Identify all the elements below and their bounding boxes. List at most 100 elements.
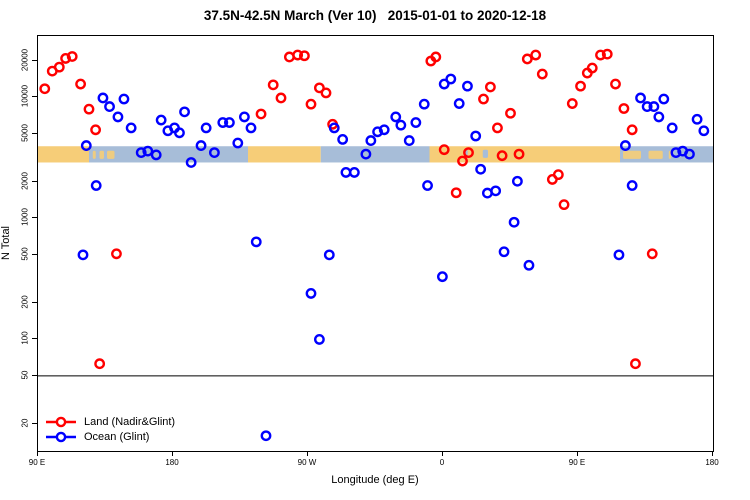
map-band-ocean bbox=[320, 146, 430, 163]
ocean-data-point bbox=[142, 145, 154, 157]
y-tick-label: 20 bbox=[20, 418, 30, 428]
y-axis-label: N Total bbox=[0, 225, 12, 261]
ocean-data-point bbox=[658, 93, 670, 105]
land-data-point bbox=[626, 124, 638, 136]
ocean-data-point bbox=[498, 246, 510, 258]
land-data-point bbox=[430, 51, 442, 63]
land-data-point bbox=[601, 48, 613, 60]
y-tick-mark bbox=[32, 253, 37, 255]
ocean-data-point bbox=[174, 127, 185, 139]
y-tick-mark bbox=[32, 181, 37, 182]
x-tick-mark bbox=[37, 451, 38, 456]
x-tick-label: 90 E bbox=[568, 458, 586, 467]
ocean-data-point bbox=[238, 111, 250, 123]
x-axis-label: Longitude (deg E) bbox=[331, 474, 419, 486]
x-tick-mark bbox=[307, 451, 308, 456]
x-tick-mark bbox=[712, 451, 713, 456]
ocean-data-point bbox=[438, 78, 450, 90]
ocean-data-point bbox=[245, 122, 257, 134]
y-tick-mark bbox=[32, 423, 37, 424]
x-tick-mark bbox=[172, 451, 173, 456]
ocean-data-point bbox=[179, 106, 190, 118]
legend-marker-land bbox=[46, 416, 76, 427]
ocean-data-point bbox=[475, 163, 487, 175]
x-tick-mark bbox=[577, 451, 578, 456]
x-tick-mark bbox=[442, 451, 443, 456]
ocean-data-point bbox=[403, 135, 415, 146]
land-data-point bbox=[53, 61, 65, 73]
ocean-data-point bbox=[684, 148, 695, 160]
ocean-data-point bbox=[653, 111, 665, 123]
ocean-data-point bbox=[185, 157, 197, 168]
ocean-data-point bbox=[328, 122, 340, 134]
ocean-data-point bbox=[365, 135, 377, 146]
ocean-data-point bbox=[135, 147, 147, 158]
ocean-data-point bbox=[508, 216, 520, 228]
land-data-point bbox=[39, 83, 51, 95]
ocean-data-point bbox=[390, 111, 402, 123]
y-tick-label: 50 bbox=[20, 370, 30, 380]
land-data-point bbox=[450, 187, 462, 199]
map-band-land bbox=[248, 146, 321, 163]
land-data-point bbox=[438, 144, 450, 156]
ocean-data-point bbox=[305, 288, 317, 299]
land-data-point bbox=[305, 98, 317, 110]
land-data-point bbox=[530, 49, 542, 61]
land-data-point bbox=[463, 147, 474, 158]
legend-item-ocean: Ocean (Glint) bbox=[44, 429, 175, 444]
map-band-island bbox=[648, 150, 663, 159]
ocean-data-point bbox=[77, 249, 89, 261]
ocean-data-point bbox=[155, 114, 167, 126]
ocean-data-point bbox=[635, 92, 646, 104]
map-band-island bbox=[92, 150, 96, 159]
ocean-data-point bbox=[641, 101, 653, 112]
y-tick-label: 2000 bbox=[20, 172, 30, 190]
map-band-island bbox=[668, 150, 671, 159]
map-band-ocean bbox=[89, 146, 248, 163]
ocean-data-point bbox=[348, 167, 360, 178]
y-tick-mark bbox=[32, 217, 37, 219]
ocean-data-point bbox=[112, 111, 124, 123]
ocean-data-point bbox=[150, 149, 162, 161]
ocean-data-point bbox=[340, 167, 352, 178]
ocean-data-point bbox=[90, 180, 102, 191]
land-data-point bbox=[610, 78, 621, 90]
land-data-point bbox=[618, 103, 630, 114]
ocean-data-point bbox=[323, 249, 335, 261]
land-data-point bbox=[267, 79, 279, 91]
land-data-point bbox=[275, 92, 287, 104]
ocean-data-point bbox=[418, 98, 430, 110]
map-band-lake bbox=[482, 149, 488, 158]
ocean-data-point bbox=[260, 430, 272, 442]
x-tick-label: 180 bbox=[165, 458, 179, 467]
ocean-data-point bbox=[104, 101, 115, 112]
ocean-data-point bbox=[626, 180, 638, 191]
ocean-data-point bbox=[670, 147, 682, 158]
land-data-point bbox=[283, 51, 295, 63]
ocean-data-point bbox=[490, 185, 502, 197]
legend-label-ocean: Ocean (Glint) bbox=[84, 430, 150, 443]
land-data-point bbox=[457, 155, 468, 167]
y-tick-mark bbox=[32, 96, 37, 98]
ocean-data-point bbox=[195, 140, 207, 151]
ocean-data-point bbox=[410, 117, 422, 128]
land-data-point bbox=[505, 107, 516, 119]
y-tick-label: 10000 bbox=[20, 85, 30, 108]
map-band-island bbox=[107, 150, 115, 159]
ocean-data-point bbox=[118, 93, 130, 105]
ocean-data-point bbox=[613, 249, 625, 261]
plot-area bbox=[37, 35, 714, 452]
land-data-point bbox=[75, 78, 86, 90]
land-data-point bbox=[521, 53, 533, 65]
y-tick-label: 100 bbox=[20, 331, 30, 346]
map-band-land bbox=[429, 146, 620, 163]
land-data-point bbox=[558, 199, 570, 211]
land-data-point bbox=[292, 49, 304, 61]
ocean-data-point bbox=[422, 180, 433, 191]
ocean-data-point bbox=[313, 334, 325, 345]
map-band-island bbox=[623, 150, 641, 159]
ocean-data-point bbox=[372, 126, 383, 138]
legend-marker-ocean bbox=[46, 431, 76, 442]
ocean-data-point bbox=[511, 175, 523, 187]
